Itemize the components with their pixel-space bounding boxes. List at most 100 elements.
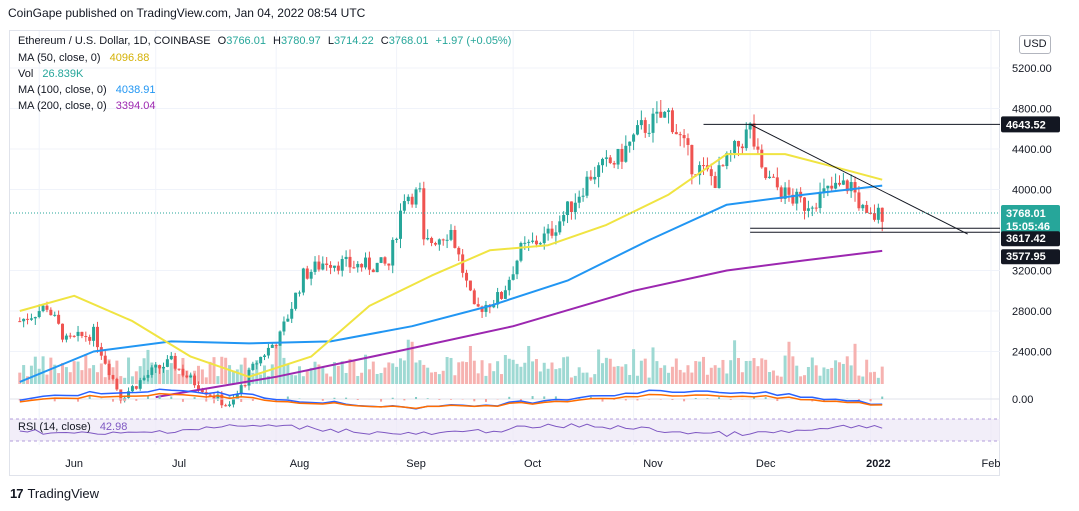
- candle-body: [430, 237, 434, 244]
- candle-body: [29, 318, 33, 320]
- oscillator-bar: [158, 396, 161, 399]
- candle-body: [208, 394, 212, 396]
- candle-body: [853, 182, 857, 193]
- candle-body: [177, 368, 181, 370]
- volume-bar: [503, 354, 507, 384]
- volume-bar: [768, 372, 772, 384]
- volume-bar: [527, 345, 531, 384]
- volume-bar: [158, 365, 162, 384]
- volume-bar: [29, 365, 33, 384]
- support2-label-bg: [1001, 249, 1060, 265]
- volume-bar: [127, 357, 131, 384]
- candle-body: [546, 228, 550, 234]
- support2-label: 3577.95: [1006, 251, 1046, 263]
- legend-open: 3766.01: [226, 35, 266, 47]
- volume-bar: [624, 364, 628, 384]
- volume-bar: [760, 358, 764, 384]
- candle-body: [682, 135, 686, 139]
- volume-bar: [880, 366, 884, 384]
- volume-bar: [799, 376, 803, 384]
- candle-body: [519, 243, 523, 261]
- volume-bar: [95, 372, 99, 384]
- volume-bar: [208, 361, 212, 384]
- volume-bar: [484, 375, 488, 384]
- candle-body: [274, 344, 278, 346]
- oscillator-bar: [403, 399, 406, 401]
- candle-body: [426, 237, 430, 240]
- publisher-line: CoinGape published on TradingView.com, J…: [8, 6, 366, 20]
- candle-body: [422, 188, 426, 240]
- volume-bar: [115, 360, 119, 384]
- oscillator-bar: [251, 399, 254, 401]
- candle-body: [806, 208, 810, 211]
- legend-close: 3768.01: [388, 35, 429, 47]
- volume-bar: [305, 370, 309, 384]
- candle-body: [461, 254, 465, 273]
- volume-bar: [511, 359, 515, 384]
- candle-body: [538, 243, 542, 245]
- candle-body: [259, 356, 263, 364]
- candle-body: [480, 306, 484, 312]
- volume-bar: [445, 357, 449, 384]
- oscillator-bar: [123, 399, 126, 402]
- oscillator-bar: [508, 396, 511, 399]
- candle-body: [278, 331, 282, 346]
- oscillator-bar: [776, 399, 779, 402]
- volume-bar: [589, 377, 593, 384]
- candle-body: [857, 192, 861, 209]
- volume-bar: [869, 372, 873, 384]
- candle-body: [72, 335, 76, 337]
- volume-bar: [814, 365, 818, 384]
- volume-bar: [686, 365, 690, 384]
- volume-bar: [123, 377, 127, 384]
- candle-body: [88, 336, 92, 341]
- volume-bar: [635, 375, 639, 384]
- candle-body: [581, 195, 585, 197]
- candle-body: [329, 264, 333, 268]
- currency-button[interactable]: USD: [1019, 35, 1051, 54]
- candlestick-series: [18, 99, 884, 409]
- candle-body: [476, 304, 480, 307]
- volume-bar: [344, 372, 348, 384]
- volume-bar: [810, 357, 814, 384]
- candle-body: [115, 378, 119, 390]
- candle-body: [849, 182, 853, 192]
- candle-body: [569, 201, 573, 213]
- volume-bar: [515, 363, 519, 384]
- candle-body: [674, 132, 678, 135]
- candle-body: [309, 271, 313, 279]
- oscillator-bar: [112, 399, 115, 402]
- volume-bar: [301, 376, 305, 384]
- candle-body: [869, 212, 873, 214]
- volume-bar: [678, 369, 682, 384]
- x-tick-label-jul: Jul: [172, 458, 186, 470]
- volume-bar: [418, 360, 422, 384]
- volume-bar: [422, 364, 426, 384]
- candle-body: [810, 207, 814, 209]
- rsi-pane: [10, 418, 1000, 442]
- volume-bar: [212, 357, 216, 384]
- candle-body: [212, 395, 216, 399]
- volume-bar: [297, 366, 301, 384]
- volume-bar: [76, 361, 80, 384]
- volume-bar: [340, 361, 344, 384]
- candle-body: [733, 141, 737, 153]
- volume-bar: [317, 364, 321, 384]
- volume-bar: [639, 360, 643, 384]
- candle-body: [791, 194, 795, 204]
- volume-bar: [779, 376, 783, 384]
- candle-body: [771, 176, 775, 178]
- volume-bar: [705, 374, 709, 384]
- candle-body: [433, 243, 437, 245]
- volume-bar: [826, 368, 830, 384]
- candle-body: [391, 239, 395, 266]
- footer-brand[interactable]: 17 TradingView: [10, 486, 99, 501]
- volume-bar: [169, 363, 173, 384]
- oscillator-bar: [88, 396, 91, 399]
- volume-bar: [72, 361, 76, 384]
- volume-bar: [620, 366, 624, 384]
- oscillator-bar: [240, 399, 243, 402]
- volume-bar: [313, 361, 317, 384]
- volume-bar: [585, 372, 589, 384]
